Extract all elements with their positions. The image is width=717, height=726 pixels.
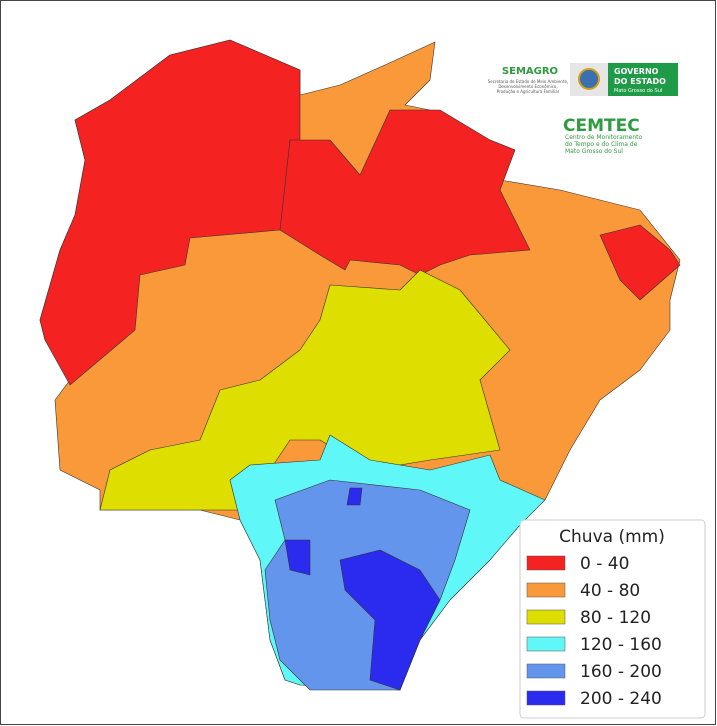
semagro-subtitle: Secretaria de Estado de Meio Ambiente, bbox=[488, 79, 568, 84]
legend-label: 160 - 200 bbox=[580, 662, 662, 682]
region bbox=[284, 539, 311, 576]
legend-label: 0 - 40 bbox=[580, 554, 629, 574]
cemtec-name: CEMTEC bbox=[563, 116, 640, 136]
legend-label: 40 - 80 bbox=[580, 581, 640, 601]
governo-badge bbox=[608, 63, 678, 96]
cemtec-subtitle: Mato Grosso do Sul bbox=[565, 148, 623, 155]
state-map bbox=[39, 39, 681, 691]
legend-swatch bbox=[526, 555, 566, 571]
legend-swatch bbox=[526, 663, 566, 679]
semagro-subtitle: Produção e Agricultura Familiar bbox=[497, 89, 560, 94]
legend-swatch bbox=[526, 582, 566, 598]
cemtec-logo: CEMTEC Centro de Monitoramento do Tempo … bbox=[563, 116, 643, 155]
legend-label: 200 - 240 bbox=[580, 689, 662, 709]
governo-text: DO ESTADO bbox=[614, 77, 666, 86]
legend-swatch bbox=[526, 690, 566, 706]
legend: Chuva (mm) 0 - 40 40 - 80 80 - 120 120 - 16… bbox=[519, 519, 706, 719]
semagro-name: SEMAGRO bbox=[502, 66, 558, 77]
legend-swatch bbox=[526, 636, 566, 652]
region bbox=[99, 269, 511, 511]
semagro-subtitle: Desenvolvimento Econômico, bbox=[498, 84, 557, 89]
governo-text: GOVERNO bbox=[614, 67, 659, 76]
legend-label: 120 - 160 bbox=[580, 635, 662, 655]
legend-box bbox=[519, 519, 706, 719]
cemtec-subtitle: do Tempo e do Clima de bbox=[565, 141, 638, 148]
region bbox=[39, 39, 301, 386]
region bbox=[599, 224, 681, 301]
cemtec-subtitle: Centro de Monitoramento bbox=[565, 134, 643, 141]
region bbox=[346, 487, 363, 506]
governo-logo: GOVERNO DO ESTADO Mato Grosso do Sul bbox=[570, 63, 678, 96]
legend-swatch bbox=[526, 609, 566, 625]
legend-label: 80 - 120 bbox=[580, 608, 651, 628]
legend-title: Chuva (mm) bbox=[559, 527, 665, 547]
semagro-logo: SEMAGRO Secretaria de Estado de Meio Amb… bbox=[488, 66, 568, 94]
governo-state: Mato Grosso do Sul bbox=[614, 88, 662, 94]
region bbox=[279, 109, 531, 276]
region bbox=[339, 549, 441, 691]
coat-of-arms-seal bbox=[578, 68, 600, 90]
